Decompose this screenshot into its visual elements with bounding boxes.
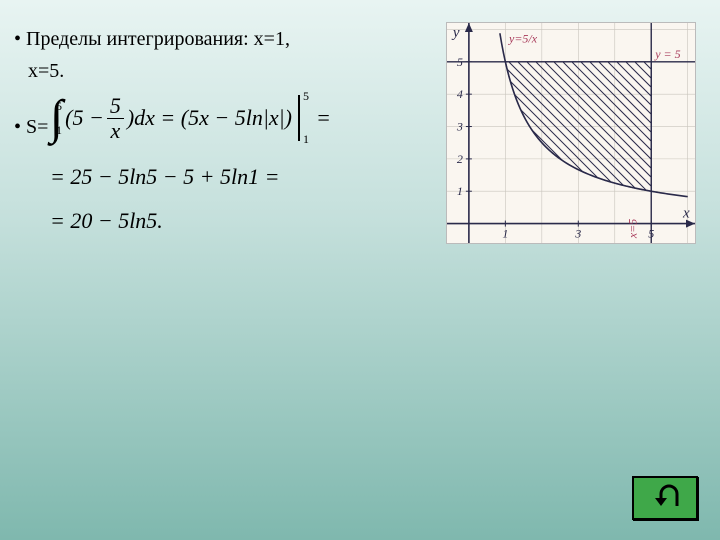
formula-area: ∫ 5 1 (5 − 5 x )dx = (5x − 5ln|x|) 5 1 =… [50, 90, 331, 234]
frac-num: 5 [107, 94, 124, 118]
svg-text:1: 1 [502, 227, 508, 241]
u-turn-icon [643, 484, 687, 512]
graph-svg: 1 3 5 1 2 3 4 5 x y y = 5 y=5/x x=5 [447, 23, 695, 243]
s-label: • S= [14, 94, 48, 139]
f1-left: (5 − [65, 105, 104, 131]
svg-text:y=5/x: y=5/x [508, 31, 538, 45]
svg-text:5: 5 [648, 227, 654, 241]
f1-right1: )dx = (5x − 5ln|x|) [127, 105, 292, 131]
return-button[interactable] [632, 476, 698, 520]
formula-row-3: = 20 − 5ln5. [50, 208, 331, 234]
eval-bar: 5 1 [298, 95, 300, 141]
svg-text:5: 5 [457, 55, 463, 69]
integral-sign: ∫ 5 1 [50, 98, 63, 138]
bullet-limits-line1: • Пределы интегрирования: x=1, [14, 26, 394, 52]
svg-text:y = 5: y = 5 [654, 47, 680, 61]
svg-text:2: 2 [457, 152, 463, 166]
svg-text:4: 4 [457, 87, 463, 101]
f1-right2: = [316, 105, 331, 131]
graph-panel: 1 3 5 1 2 3 4 5 x y y = 5 y=5/x x=5 [446, 22, 696, 244]
formula-row-1: ∫ 5 1 (5 − 5 x )dx = (5x − 5ln|x|) 5 1 = [50, 90, 331, 146]
bullet-limits-line2: x=5. [14, 58, 394, 84]
svg-text:3: 3 [574, 227, 581, 241]
svg-text:1: 1 [457, 184, 463, 198]
svg-text:y: y [451, 25, 460, 41]
slide: • Пределы интегрирования: x=1, x=5. • S=… [0, 0, 720, 540]
eval-upper: 5 [303, 89, 309, 104]
svg-text:3: 3 [456, 120, 463, 134]
eval-lower: 1 [303, 132, 309, 147]
svg-text:x: x [682, 206, 690, 222]
svg-text:x=5: x=5 [626, 219, 640, 239]
frac-den: x [107, 119, 123, 142]
formula-row-2: = 25 − 5ln5 − 5 + 5ln1 = [50, 164, 331, 190]
int-lower: 1 [56, 110, 62, 150]
fraction-5-over-x: 5 x [107, 94, 124, 141]
